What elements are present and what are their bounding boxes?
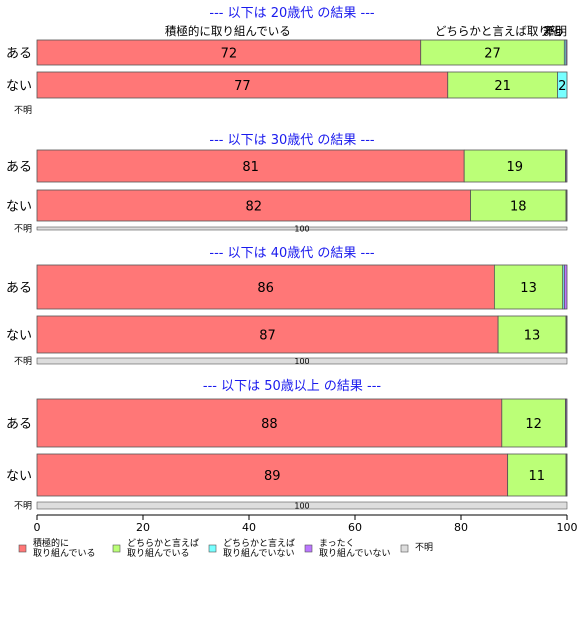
bar-segment bbox=[565, 39, 568, 66]
data-label: 87 bbox=[259, 329, 276, 344]
bar-segment bbox=[36, 149, 465, 183]
data-label: 13 bbox=[520, 281, 537, 296]
bar-segment bbox=[36, 226, 568, 231]
top-segment-label: まっ bbox=[542, 24, 565, 38]
legend-label: まったく bbox=[319, 538, 355, 549]
legend-swatch bbox=[400, 544, 409, 553]
legend-label: 取り組んでいる bbox=[33, 547, 96, 559]
row-label: ある bbox=[6, 160, 32, 175]
legend-swatch bbox=[304, 544, 313, 553]
bar-segment bbox=[470, 189, 567, 222]
legend-label: 取り組んでいない bbox=[319, 547, 391, 559]
bar-segment bbox=[566, 315, 568, 354]
row-label: ない bbox=[6, 200, 32, 215]
legend-swatch bbox=[208, 544, 217, 553]
data-label: 72 bbox=[221, 47, 238, 62]
panel-title: --- 以下は 20歳代 の結果 --- bbox=[209, 6, 375, 21]
data-label: 18 bbox=[510, 200, 527, 215]
legend-label: どちらかと言えば bbox=[223, 537, 295, 549]
x-tick-label: 100 bbox=[557, 521, 578, 534]
legend-label: 不明 bbox=[415, 542, 433, 553]
bar-segment bbox=[497, 315, 567, 354]
row-label: ない bbox=[6, 329, 32, 344]
data-label: 100 bbox=[294, 357, 309, 366]
legend-label: 取り組んでいない bbox=[223, 547, 295, 559]
data-label: 100 bbox=[294, 225, 309, 234]
bar-segment bbox=[566, 453, 568, 497]
data-label: 11 bbox=[529, 469, 546, 484]
bar-segment bbox=[36, 501, 568, 510]
bar-segment bbox=[501, 398, 566, 448]
row-label: ある bbox=[6, 47, 32, 62]
bar-segment bbox=[36, 264, 495, 310]
data-label: 88 bbox=[261, 417, 278, 432]
row-label: 不明 bbox=[14, 224, 32, 235]
top-segment-label: 不明 bbox=[544, 24, 567, 38]
bar-segment bbox=[557, 71, 568, 99]
data-label: 100 bbox=[294, 502, 309, 511]
legend-label: 取り組んでいる bbox=[127, 547, 190, 559]
data-label: 86 bbox=[257, 281, 274, 296]
data-label: 89 bbox=[264, 469, 281, 484]
x-tick-label: 20 bbox=[136, 521, 150, 534]
bar-segment bbox=[36, 398, 503, 448]
data-label: 2 bbox=[558, 79, 566, 94]
bar-segment bbox=[463, 149, 566, 183]
bar-segment bbox=[36, 39, 422, 66]
row-label: ない bbox=[6, 79, 32, 94]
data-label: 13 bbox=[524, 329, 541, 344]
x-tick-label: 0 bbox=[34, 521, 41, 534]
data-label: 27 bbox=[484, 47, 501, 62]
bar-segment bbox=[565, 149, 568, 183]
bar-segment bbox=[36, 71, 449, 99]
bar-segment bbox=[493, 264, 564, 310]
bar-segment bbox=[36, 357, 568, 365]
row-label: ある bbox=[6, 417, 32, 432]
legend-label: 積極的に bbox=[33, 537, 69, 549]
data-label: 82 bbox=[245, 200, 262, 215]
row-label: 不明 bbox=[14, 105, 32, 116]
panel-title: --- 以下は 40歳代 の結果 --- bbox=[209, 246, 375, 261]
row-label: ある bbox=[6, 281, 32, 296]
top-segment-label: どちらかと言えば取り組 bbox=[435, 24, 562, 38]
row-label: 不明 bbox=[14, 501, 32, 512]
x-tick-label: 80 bbox=[454, 521, 468, 534]
top-segment-label: 積極的に取り組んでいる bbox=[165, 24, 291, 38]
bar-segment bbox=[563, 264, 568, 310]
legend-swatch bbox=[112, 544, 121, 553]
data-label: 77 bbox=[234, 79, 251, 94]
legend-swatch bbox=[18, 544, 27, 553]
bar-segment bbox=[566, 189, 568, 222]
data-label: 81 bbox=[242, 160, 259, 175]
bar-segment bbox=[565, 398, 568, 448]
data-label: 21 bbox=[494, 79, 511, 94]
data-label: 19 bbox=[507, 160, 524, 175]
panel-title: --- 以下は 30歳代 の結果 --- bbox=[209, 133, 375, 148]
x-tick-label: 40 bbox=[242, 521, 256, 534]
row-label: 不明 bbox=[14, 356, 32, 367]
data-label: 12 bbox=[525, 417, 542, 432]
legend-label: どちらかと言えば bbox=[127, 537, 199, 549]
bar-segment bbox=[36, 453, 509, 497]
x-tick-label: 60 bbox=[348, 521, 362, 534]
row-label: ない bbox=[6, 469, 32, 484]
bar-segment bbox=[507, 453, 567, 497]
panel-title: --- 以下は 50歳以上 の結果 --- bbox=[203, 379, 382, 394]
